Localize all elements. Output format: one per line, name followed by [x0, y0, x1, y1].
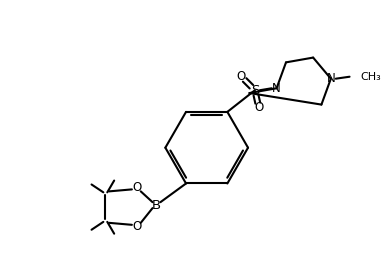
- Text: O: O: [132, 181, 141, 194]
- Text: B: B: [152, 199, 161, 212]
- Text: N: N: [272, 82, 281, 95]
- Text: CH₃: CH₃: [361, 72, 381, 82]
- Text: N: N: [326, 72, 335, 85]
- Text: O: O: [132, 220, 141, 233]
- Text: O: O: [237, 70, 246, 83]
- Text: S: S: [251, 84, 259, 97]
- Text: O: O: [254, 101, 263, 114]
